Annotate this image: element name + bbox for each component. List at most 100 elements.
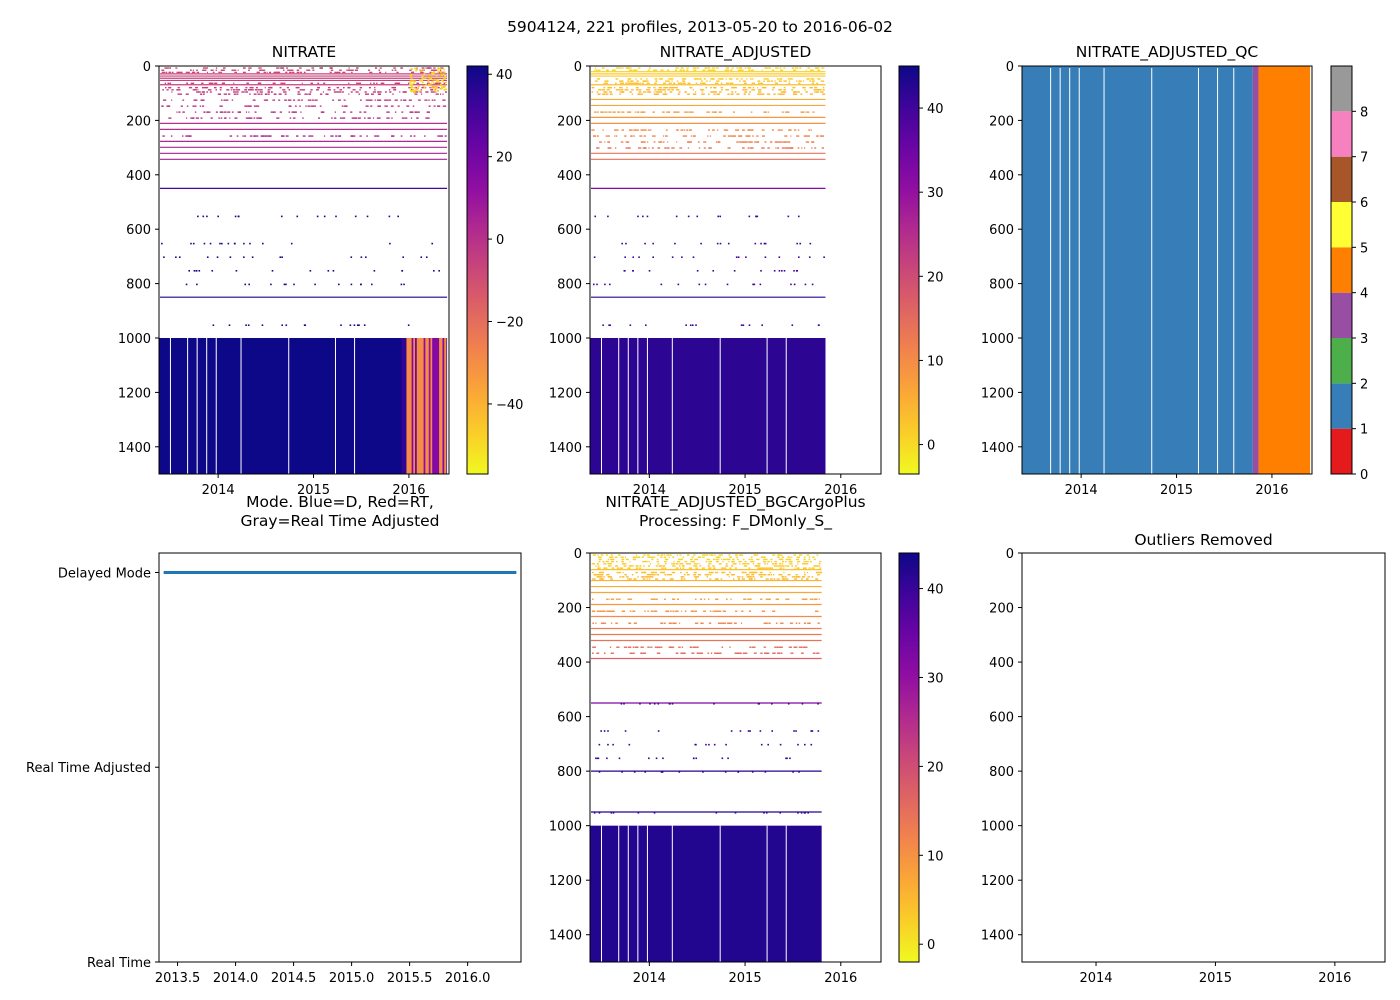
sample-point [788,646,792,648]
sample-point [231,69,234,71]
sample-point [602,578,604,580]
sample-point [689,324,692,326]
sample-point [245,105,249,107]
sample-point [421,79,424,82]
sample-point [414,111,418,113]
sample-point [638,567,642,569]
sample-point [658,91,661,93]
sample-point [642,560,646,563]
sample-point [660,622,662,624]
sample-point [353,117,358,119]
sample-point [701,93,705,95]
sample-point [625,67,629,69]
sample-point [704,573,708,576]
sample-point [757,93,759,95]
sample-point [761,567,764,569]
sample-point [793,554,797,556]
sample-point [664,573,667,576]
sample-point [720,554,723,556]
sample-point [781,111,784,113]
sample-point [162,89,164,91]
sample-point [687,82,690,84]
sample-point [431,72,434,74]
sample-point [415,68,418,71]
sample-point [185,93,188,95]
sample-point [654,571,657,574]
sample-point [752,86,755,89]
sample-point [748,324,751,326]
sample-point [773,573,775,576]
sample-point [430,76,433,78]
sample-point [180,105,183,107]
y-tick-label: 0 [574,547,582,562]
sample-point [671,256,674,258]
sample-point [646,576,649,578]
sample-point [444,84,447,87]
y-tick-label: 200 [557,602,582,617]
colorbar-segment [1331,383,1352,429]
y-tick-label: Real Time [87,956,151,971]
sample-point [694,610,698,612]
sample-point [727,135,730,137]
sample-point [279,111,283,113]
sample-point [771,141,773,143]
sample-point [250,67,252,69]
sample-point [258,82,262,84]
sample-point [650,556,654,558]
sample-point [700,89,705,91]
sample-point [272,111,276,113]
sample-point [244,283,247,286]
sample-point [669,610,672,612]
sample-point [817,135,819,137]
sample-point [627,141,630,143]
sample-point [799,80,803,82]
sample-point [250,89,254,91]
sample-point [165,71,168,74]
sample-point [783,571,785,574]
sample-point [804,135,806,137]
sample-point [326,93,329,95]
sample-point [671,80,673,82]
sample-point [808,129,811,131]
sample-point [776,78,779,80]
sample-point [410,75,413,77]
profile-strip [416,338,419,474]
sample-point [418,79,421,81]
sample-point [786,757,788,760]
sample-point [635,567,639,569]
sample-point [712,558,716,561]
sample-point [255,86,258,89]
sample-point [288,89,291,91]
sample-point [265,93,267,95]
sample-point [680,652,683,654]
sample-point [773,93,776,95]
sample-point [612,610,615,612]
sample-point [751,571,755,574]
sample-point [396,71,399,74]
sample-point [737,578,740,580]
sample-point [353,135,356,137]
sample-point [348,67,350,69]
sample-point [794,129,797,131]
sample-point [715,812,718,814]
sample-point [763,111,767,113]
sample-point [443,89,446,91]
sample-point [748,141,752,143]
sample-point [171,91,173,93]
sample-point [188,86,193,89]
sample-point [664,560,667,563]
sample-point [161,105,164,107]
sample-point [626,89,629,91]
sample-point [802,646,806,648]
sample-point [606,573,610,576]
sample-point [606,610,610,612]
sample-point [414,111,416,113]
sample-point [796,270,798,272]
sample-point [722,571,726,574]
sample-point [653,556,656,558]
sample-point [677,82,681,84]
colorbar-tick-label: 8 [1360,105,1368,120]
sample-point [403,283,405,286]
sample-point [384,99,388,101]
sample-point [265,135,269,137]
